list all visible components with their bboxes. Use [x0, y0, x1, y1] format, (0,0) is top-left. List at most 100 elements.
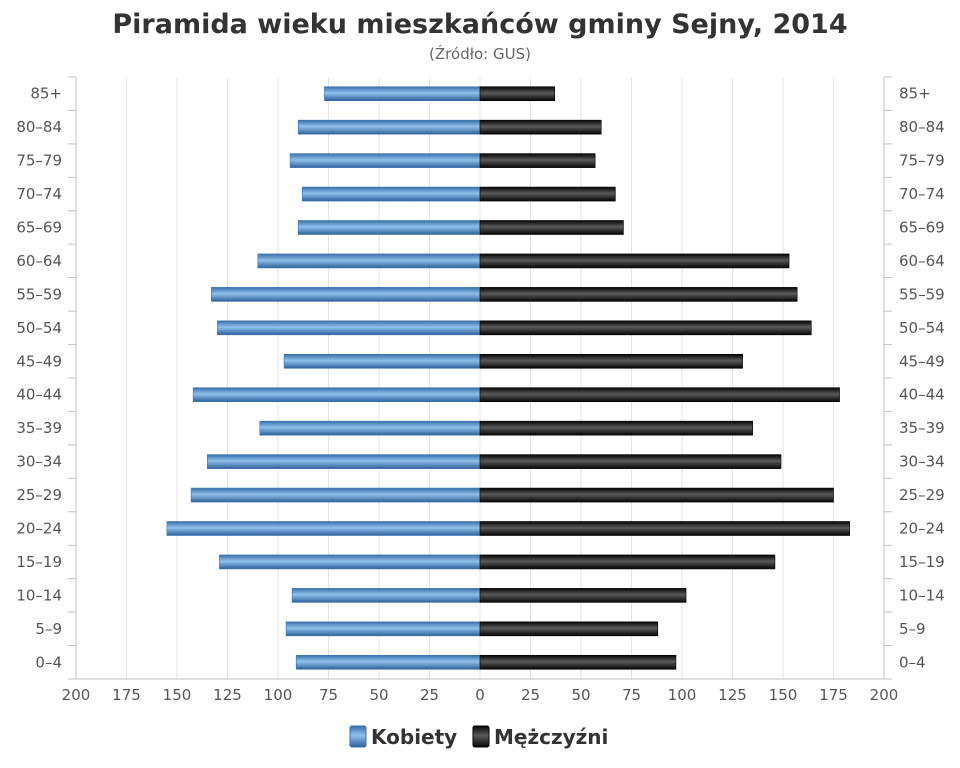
y-tick-label-left: 0–4	[35, 653, 62, 671]
bar-women	[259, 420, 481, 436]
bar-women	[283, 353, 481, 369]
bar-men	[479, 487, 834, 503]
x-tick-label: 50	[571, 686, 590, 704]
y-tick-label-right: 30–34	[899, 453, 945, 471]
y-tick-label-left: 25–29	[16, 486, 62, 504]
bar-women	[301, 186, 481, 202]
y-tick-label-left: 75–79	[16, 152, 62, 170]
bar-men	[479, 588, 687, 603]
bar-women	[295, 654, 481, 670]
x-tick-label: 125	[213, 686, 242, 704]
x-tick-label: 100	[264, 686, 293, 704]
bar-men	[479, 554, 776, 570]
bars	[166, 86, 850, 670]
chart-title: Piramida wieku mieszkańców gminy Sejny, …	[112, 9, 847, 40]
x-tick-label: 25	[521, 686, 540, 704]
y-tick-label-right: 10–14	[899, 586, 945, 604]
chart-subtitle: (Źródło: GUS)	[429, 44, 531, 63]
y-tick-label-left: 80–84	[16, 118, 62, 136]
bar-men	[479, 153, 596, 168]
bar-women	[190, 487, 481, 503]
y-tick-label-right: 15–19	[899, 553, 945, 571]
y-tick-label-left: 55–59	[16, 285, 62, 303]
axes	[68, 76, 892, 680]
bar-men	[479, 253, 790, 269]
bar-men	[479, 521, 850, 536]
bar-men	[479, 86, 556, 102]
y-tick-label-right: 65–69	[899, 219, 945, 237]
tick-labels: 200 175 150 125 100 75 50 25 0 25 50 75 100 125 150 175…	[16, 85, 944, 704]
y-tick-label-left: 65–69	[16, 219, 62, 237]
x-tick-label: 75	[319, 686, 338, 704]
y-tick-label-left: 15–19	[16, 553, 62, 571]
x-tick-label: 25	[420, 686, 439, 704]
y-tick-label-right: 25–29	[899, 486, 945, 504]
legend-swatch-women	[349, 725, 367, 748]
y-tick-label-right: 5–9	[899, 620, 926, 638]
bar-women	[257, 253, 481, 269]
bar-women	[324, 86, 481, 102]
bar-women	[211, 287, 481, 302]
y-tick-label-right: 55–59	[899, 285, 945, 303]
bar-women	[219, 554, 481, 570]
legend-label-women: Kobiety	[371, 725, 457, 749]
x-tick-label: 50	[369, 686, 388, 704]
y-tick-label-right: 70–74	[899, 185, 945, 203]
bar-men	[479, 654, 677, 670]
y-tick-label-right: 60–64	[899, 252, 945, 270]
legend-label-men: Mężczyźni	[494, 725, 608, 749]
bar-women	[297, 119, 481, 135]
bar-women	[285, 621, 481, 637]
x-tick-label: 150	[163, 686, 192, 704]
x-tick-label: 100	[668, 686, 697, 704]
bar-women	[166, 521, 481, 536]
y-tick-label-right: 40–44	[899, 386, 945, 404]
bar-women	[291, 588, 481, 603]
y-tick-label-left: 45–49	[16, 352, 62, 370]
bar-men	[479, 387, 840, 403]
y-tick-label-left: 30–34	[16, 453, 62, 471]
y-tick-label-left: 70–74	[16, 185, 62, 203]
x-tick-label: 75	[622, 686, 641, 704]
x-tick-label: 175	[112, 686, 141, 704]
y-tick-label-left: 50–54	[16, 319, 62, 337]
bar-men	[479, 320, 812, 336]
y-tick-label-left: 10–14	[16, 586, 62, 604]
y-tick-label-left: 35–39	[16, 419, 62, 437]
bar-men	[479, 420, 754, 436]
legend[interactable]: Kobiety Mężczyźni	[349, 725, 608, 749]
bar-women	[297, 220, 481, 235]
y-tick-label-right: 85+	[899, 85, 931, 103]
bar-men	[479, 186, 616, 202]
y-tick-label-right: 20–24	[899, 520, 945, 538]
x-tick-label: 200	[62, 686, 91, 704]
y-tick-label-left: 20–24	[16, 520, 62, 538]
y-tick-label-right: 80–84	[899, 118, 945, 136]
x-tick-label: 150	[769, 686, 798, 704]
y-tick-label-right: 50–54	[899, 319, 945, 337]
y-tick-label-left: 40–44	[16, 386, 62, 404]
legend-item-women[interactable]: Kobiety	[349, 725, 457, 749]
y-tick-label-left: 5–9	[35, 620, 62, 638]
y-tick-label-right: 35–39	[899, 419, 945, 437]
bar-women	[289, 153, 481, 168]
y-tick-label-right: 75–79	[899, 152, 945, 170]
legend-swatch-men	[472, 725, 490, 748]
x-tick-label: 175	[819, 686, 848, 704]
bar-men	[479, 621, 659, 637]
bar-men	[479, 454, 782, 469]
y-tick-label-left: 85+	[30, 85, 62, 103]
bar-women	[217, 320, 481, 336]
bar-men	[479, 287, 798, 302]
bar-men	[479, 220, 624, 235]
bar-women	[192, 387, 481, 403]
bar-men	[479, 119, 602, 135]
x-tick-label: 125	[718, 686, 747, 704]
y-tick-label-right: 45–49	[899, 352, 945, 370]
legend-item-men[interactable]: Mężczyźni	[472, 725, 608, 749]
y-tick-label-right: 0–4	[899, 653, 926, 671]
y-tick-label-left: 60–64	[16, 252, 62, 270]
x-tick-label: 200	[870, 686, 899, 704]
